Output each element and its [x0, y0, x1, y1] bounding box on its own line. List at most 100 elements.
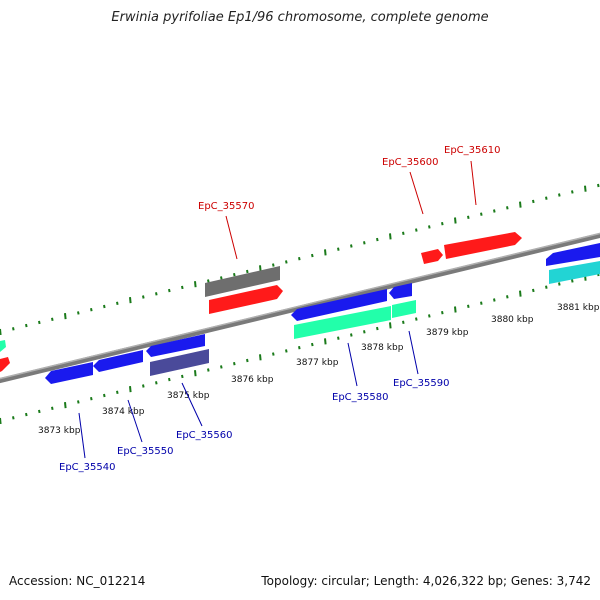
tick-bottom-39 [506, 295, 509, 299]
gene-label-epc-35610[interactable]: EpC_35610 [444, 145, 500, 156]
gene-epc-35560[interactable] [146, 334, 205, 357]
leader-epc-35590 [408, 330, 419, 375]
tick-top-35 [454, 217, 457, 224]
tick-top-43 [558, 193, 561, 197]
tick-top-46 [597, 183, 600, 188]
tick-top-21 [272, 263, 275, 267]
gene-label-epc-35600[interactable]: EpC_35600 [382, 157, 438, 168]
gene-right-edge-cyan[interactable] [549, 261, 600, 284]
scale-label-3879: 3879 kbp [426, 328, 469, 338]
genome-summary-text: Topology: circular; Length: 4,026,322 bp… [261, 574, 591, 588]
tick-top-20 [259, 265, 262, 272]
tick-bottom-37 [480, 301, 483, 305]
tick-top-31 [402, 231, 405, 235]
tick-track-top [0, 183, 600, 336]
tick-bottom-22 [285, 349, 288, 353]
tick-bottom-38 [493, 298, 496, 302]
scale-label-3881: 3881 kbp [557, 303, 600, 313]
tick-top-15 [194, 281, 197, 288]
tick-top-45 [584, 185, 587, 192]
tick-top-40 [519, 201, 522, 208]
tick-bottom-21 [272, 352, 275, 356]
gene-label-epc-35560[interactable]: EpC_35560 [176, 430, 232, 441]
tick-bottom-12 [155, 381, 158, 385]
gene-epc-35590-blue[interactable] [389, 283, 412, 299]
gene-label-epc-35540[interactable]: EpC_35540 [59, 462, 115, 473]
gene-label-epc-35550[interactable]: EpC_35550 [117, 446, 173, 457]
gene-epc-35590[interactable] [392, 300, 416, 318]
gene-label-epc-35580[interactable]: EpC_35580 [332, 392, 388, 403]
gene-left-edge-green[interactable] [0, 340, 6, 352]
gene-epc-35610[interactable] [444, 232, 522, 259]
tick-top-29 [376, 237, 379, 242]
tick-top-5 [64, 313, 67, 320]
scale-label-3873: 3873 kbp [38, 426, 81, 436]
gene-right-edge-blue[interactable] [546, 243, 600, 266]
tick-top-3 [38, 320, 41, 325]
tick-bottom-9 [116, 390, 119, 394]
leader-epc-35560 [181, 382, 203, 427]
accession-text: Accession: NC_012214 [9, 574, 146, 588]
tick-bottom-6 [77, 400, 80, 404]
leader-epc-35570 [225, 215, 238, 260]
tick-top-34 [441, 222, 444, 226]
gene-epc-35550[interactable] [93, 350, 143, 372]
reverse-genes [45, 283, 416, 384]
tick-bottom-19 [246, 358, 249, 363]
tick-top-41 [532, 199, 535, 204]
gene-label-epc-35590[interactable]: EpC_35590 [393, 378, 449, 389]
gene-epc-35560-purple[interactable] [150, 349, 209, 376]
tick-top-44 [571, 190, 574, 194]
tick-bottom-35 [454, 306, 457, 313]
tick-bottom-13 [168, 377, 171, 382]
gene-epc-35580-blue[interactable] [291, 289, 387, 321]
gene-label-epc-35570[interactable]: EpC_35570 [198, 201, 254, 212]
tick-top-13 [168, 288, 171, 293]
tick-bottom-11 [142, 384, 145, 388]
leader-epc-35540 [78, 412, 86, 459]
tick-bottom-40 [519, 290, 522, 297]
leader-lines [78, 160, 477, 459]
tick-bottom-17 [220, 365, 223, 369]
tick-bottom-28 [363, 330, 366, 334]
tick-bottom-42 [545, 285, 548, 289]
tick-bottom-1 [12, 416, 15, 420]
tick-top-6 [77, 311, 80, 315]
gene-left-edge-red[interactable] [0, 357, 10, 372]
tick-top-32 [415, 228, 418, 232]
gene-epc-35580[interactable] [294, 306, 391, 339]
tick-track-bottom [0, 272, 600, 425]
tick-bottom-18 [233, 362, 236, 366]
scale-label-3877: 3877 kbp [296, 358, 339, 368]
tick-bottom-3 [38, 409, 41, 414]
tick-bottom-34 [441, 311, 444, 315]
tick-bottom-14 [181, 374, 184, 379]
chromosome-backbone-highlight [0, 232, 600, 380]
tick-top-11 [142, 295, 145, 299]
gene-epc-35570[interactable] [209, 285, 283, 314]
tick-bottom-43 [558, 282, 561, 286]
scale-label-3878: 3878 kbp [361, 343, 404, 353]
tick-top-37 [480, 212, 483, 216]
gene-epc-35570-gray[interactable] [205, 266, 280, 297]
gene-epc-35540[interactable] [45, 362, 93, 384]
gene-epc-35600[interactable] [421, 249, 443, 264]
tick-top-33 [428, 225, 431, 229]
tick-bottom-33 [428, 314, 431, 318]
tick-top-12 [155, 292, 158, 296]
tick-bottom-24 [311, 342, 314, 347]
gene-labels: EpC_35570 EpC_35600 EpC_35610 EpC_35540 … [59, 145, 500, 473]
tick-bottom-44 [571, 279, 574, 283]
tick-top-42 [545, 196, 548, 200]
map-title: Erwinia pyrifoliae Ep1/96 chromosome, co… [111, 10, 489, 25]
leader-epc-35580 [347, 342, 358, 387]
tick-top-4 [51, 317, 54, 321]
leader-epc-35600 [409, 171, 424, 215]
tick-top-1 [12, 327, 15, 331]
tick-bottom-30 [389, 322, 392, 329]
tick-top-23 [298, 257, 301, 261]
scale-label-3874: 3874 kbp [102, 407, 145, 417]
tick-top-25 [324, 249, 327, 256]
tick-top-27 [350, 244, 353, 248]
